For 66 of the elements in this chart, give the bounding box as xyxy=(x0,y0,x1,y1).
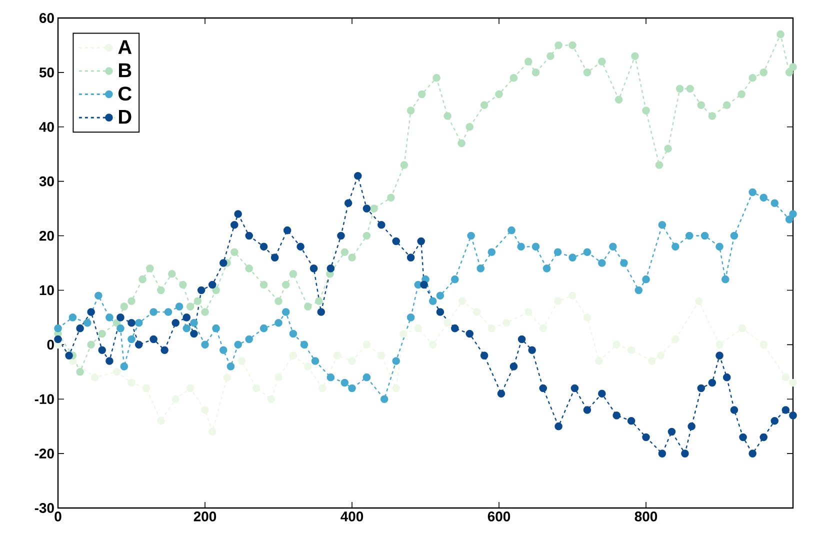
x-tick-label: 600 xyxy=(488,512,510,522)
point xyxy=(444,318,452,327)
x-tick-label: 800 xyxy=(634,512,658,522)
point xyxy=(318,384,326,392)
point xyxy=(274,373,282,382)
y-tick-label: 60 xyxy=(39,13,54,23)
point xyxy=(782,373,790,382)
point xyxy=(378,352,386,360)
point xyxy=(473,308,481,316)
point xyxy=(716,340,724,349)
point xyxy=(172,395,180,404)
point xyxy=(348,357,356,365)
point xyxy=(223,373,231,382)
point xyxy=(267,395,276,404)
point xyxy=(142,384,150,392)
point xyxy=(583,314,592,322)
point xyxy=(252,384,260,392)
y-tick-label: -20 xyxy=(34,448,54,458)
point xyxy=(595,357,603,365)
x-tick-label: 200 xyxy=(194,512,216,522)
point xyxy=(672,335,680,344)
point xyxy=(112,368,121,376)
y-tick-label: -30 xyxy=(34,503,54,513)
point xyxy=(648,357,656,365)
y-tick-label: 30 xyxy=(39,176,54,186)
point xyxy=(458,297,466,306)
point xyxy=(362,340,371,349)
point xyxy=(201,406,209,414)
point xyxy=(789,378,797,387)
y-tick-label: -10 xyxy=(34,394,54,404)
y-tick-label: 40 xyxy=(39,122,54,132)
point xyxy=(289,352,298,360)
point xyxy=(90,373,99,382)
point xyxy=(157,416,165,425)
point xyxy=(502,318,510,327)
point xyxy=(568,292,576,300)
point xyxy=(304,362,312,370)
y-tick-label: 0 xyxy=(47,340,54,350)
point xyxy=(238,357,246,365)
point xyxy=(554,297,562,306)
y-tick-label: 20 xyxy=(39,230,54,241)
point xyxy=(414,324,422,332)
y-tick-label: 10 xyxy=(40,285,54,296)
point xyxy=(524,308,532,316)
y-tick-label: 50 xyxy=(39,67,54,78)
point xyxy=(333,352,342,360)
point xyxy=(738,324,746,332)
legend-label: B xyxy=(119,63,132,78)
legend-label: D xyxy=(119,110,132,124)
point xyxy=(128,378,136,387)
point xyxy=(488,324,496,332)
legend-label: A xyxy=(118,40,132,54)
point xyxy=(186,384,194,392)
point xyxy=(400,330,408,338)
point xyxy=(392,384,400,392)
point xyxy=(627,346,636,354)
x-tick-label: 400 xyxy=(340,512,364,522)
point xyxy=(428,340,437,349)
legend-label: C xyxy=(118,86,132,101)
point xyxy=(539,324,548,332)
point xyxy=(760,340,768,349)
x-tick-label: 0 xyxy=(54,512,62,522)
point xyxy=(612,340,621,349)
point xyxy=(208,428,216,436)
point xyxy=(695,297,703,306)
point xyxy=(656,352,665,360)
